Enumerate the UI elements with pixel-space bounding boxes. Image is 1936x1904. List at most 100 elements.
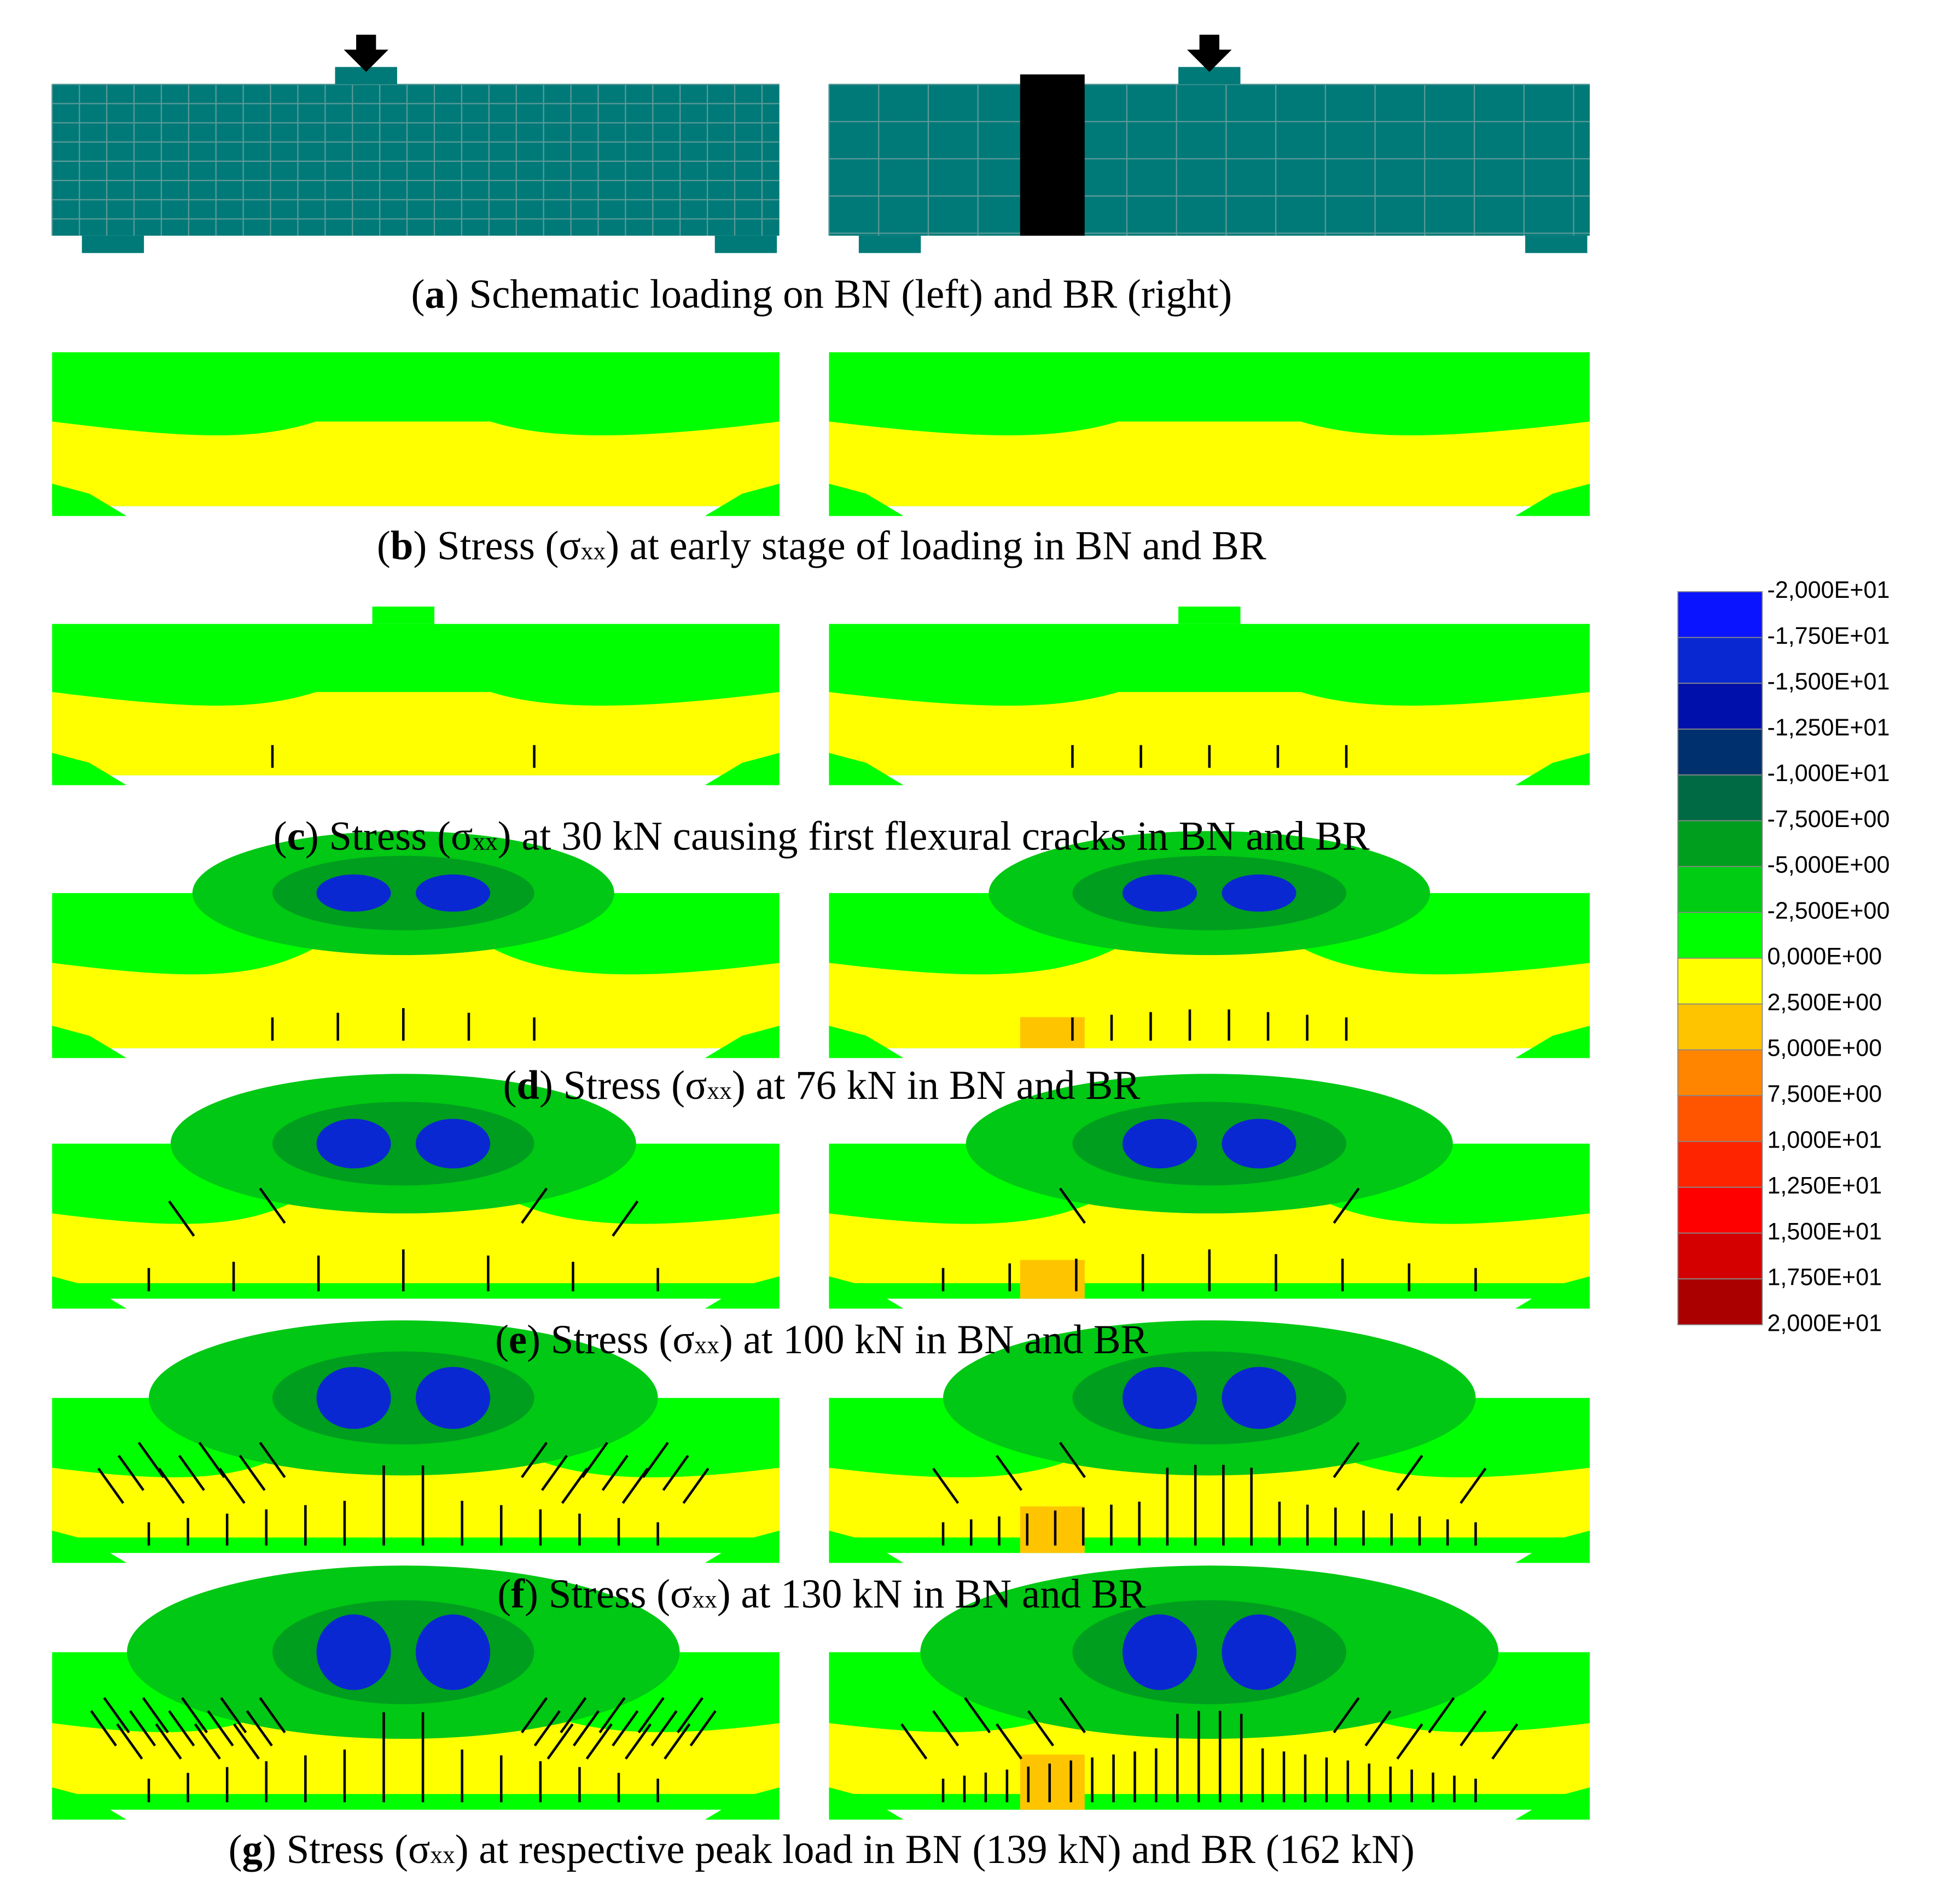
caption-part: xx — [581, 538, 606, 565]
load-arrow — [1187, 34, 1232, 72]
legend-label: 0,000E+00 — [1767, 944, 1882, 970]
support-zone — [1515, 753, 1590, 785]
legend-band — [1677, 912, 1763, 959]
compression-zone — [316, 1614, 391, 1690]
support-zone — [829, 1276, 904, 1309]
caption-part: ( — [411, 271, 425, 317]
legend-label: -1,250E+01 — [1767, 714, 1890, 741]
caption: (e) Stress (σxx) at 100 kN in BN and BR — [495, 1317, 1148, 1363]
crack — [521, 1442, 548, 1478]
compression-zone — [1222, 1614, 1297, 1690]
legend-band — [1677, 1003, 1763, 1051]
crack — [1059, 1187, 1086, 1224]
caption-part: xx — [692, 1586, 717, 1613]
repair-zone — [1020, 1017, 1085, 1049]
caption-part: ) at early stage of loading in BN and BR — [606, 523, 1266, 569]
support-zone — [705, 1276, 780, 1309]
support-zone — [705, 484, 780, 516]
support — [858, 235, 921, 253]
crack — [560, 1697, 587, 1733]
tension-zone — [829, 421, 1590, 506]
crack — [601, 1454, 629, 1491]
crack — [194, 1723, 221, 1760]
crack — [259, 1697, 286, 1733]
crack — [1428, 1697, 1455, 1733]
tension-zone — [52, 421, 780, 506]
crack — [116, 1723, 143, 1760]
legend-label: -2,500E+00 — [1767, 898, 1890, 924]
caption-part: f — [511, 1571, 525, 1617]
legend-band — [1677, 1140, 1763, 1188]
support — [1525, 235, 1588, 253]
compression-zone — [1122, 1119, 1197, 1169]
compression-zone — [272, 1102, 534, 1186]
crack — [1059, 1442, 1086, 1478]
support-zone — [52, 1787, 127, 1820]
support-zone — [52, 484, 127, 516]
caption-part: g — [242, 1827, 263, 1872]
crack — [573, 1710, 600, 1746]
tension-zone — [221, 1723, 585, 1794]
crack — [637, 1697, 665, 1733]
crack — [650, 1710, 678, 1746]
tension-zone — [221, 1213, 585, 1283]
repair-zone — [1020, 1260, 1085, 1299]
crack — [220, 1697, 247, 1733]
beam — [52, 84, 780, 236]
compression-zone — [272, 855, 534, 930]
crack — [218, 1468, 246, 1504]
beam — [829, 84, 1590, 236]
caption: (d) Stress (σxx) at 76 kN in BN and BR — [503, 1063, 1140, 1108]
crack — [642, 1442, 669, 1478]
caption-part: xx — [473, 828, 498, 855]
crack — [129, 1710, 156, 1746]
compression-zone — [316, 874, 391, 912]
caption-part: a — [425, 271, 445, 317]
crack — [624, 1723, 652, 1760]
compression-zone — [1222, 874, 1297, 912]
tension-zone — [52, 692, 780, 776]
crack — [682, 1468, 710, 1504]
legend-label: 1,000E+01 — [1767, 1127, 1882, 1153]
crack — [1333, 1187, 1360, 1224]
caption-part: ( — [229, 1827, 242, 1872]
legend-band — [1677, 774, 1763, 822]
legend-label: -1,000E+01 — [1767, 760, 1890, 787]
crack — [103, 1697, 130, 1733]
caption: (a) Schematic loading on BN (left) and B… — [411, 271, 1232, 317]
compression-zone — [1222, 1367, 1297, 1429]
caption-part: ) at 30 kN causing first flexural cracks… — [498, 813, 1370, 859]
crack — [246, 1710, 273, 1746]
legend-label: -5,000E+00 — [1767, 852, 1890, 878]
crack — [996, 1454, 1023, 1491]
crack — [239, 1454, 266, 1491]
repair-block — [1020, 74, 1085, 236]
crack — [207, 1710, 234, 1746]
crack — [585, 1723, 613, 1760]
compression-zone — [415, 1367, 491, 1429]
tension-zone — [52, 947, 780, 1049]
tension-zone — [1019, 1468, 1400, 1538]
load-arrow — [344, 34, 389, 72]
caption-part: d — [516, 1063, 539, 1108]
support-zone — [829, 484, 904, 516]
crack — [996, 1723, 1023, 1760]
crack — [117, 1454, 145, 1491]
caption: (f) Stress (σxx) at 130 kN in BN and BR — [497, 1571, 1146, 1617]
caption-part: e — [509, 1317, 527, 1363]
crack — [533, 1710, 561, 1746]
crack — [1491, 1723, 1519, 1760]
legend-label: 5,000E+00 — [1767, 1035, 1882, 1062]
crack — [521, 1187, 548, 1224]
caption-part: b — [391, 523, 414, 569]
support-zone — [52, 753, 127, 785]
crack — [676, 1697, 704, 1733]
legend-label: -1,500E+01 — [1767, 669, 1890, 695]
compression-zone — [1122, 1614, 1197, 1690]
legend-label: -7,500E+00 — [1767, 806, 1890, 832]
caption-part: ) Stress (σ — [525, 1571, 692, 1617]
caption-part: ( — [495, 1317, 509, 1363]
support-zone — [705, 753, 780, 785]
support — [82, 235, 144, 253]
crack — [97, 1468, 125, 1504]
